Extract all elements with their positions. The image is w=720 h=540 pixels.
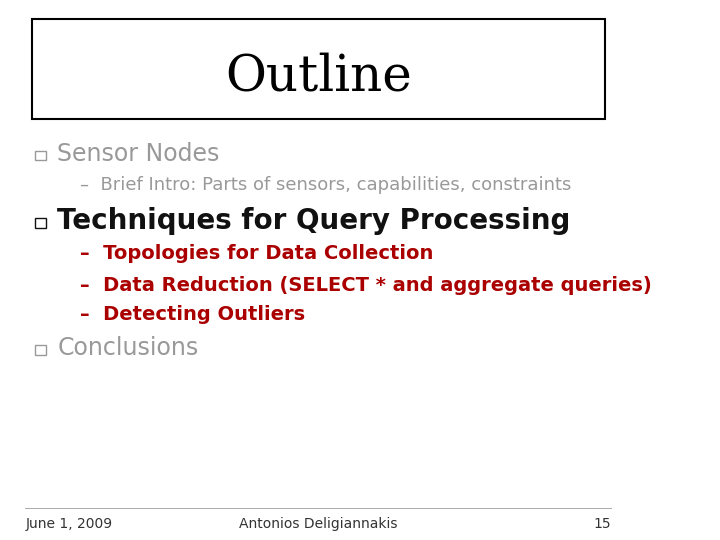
Text: Outline: Outline [225, 52, 412, 102]
Text: Sensor Nodes: Sensor Nodes [58, 142, 220, 166]
FancyBboxPatch shape [35, 218, 47, 228]
FancyBboxPatch shape [35, 345, 47, 355]
Text: –  Data Reduction (SELECT * and aggregate queries): – Data Reduction (SELECT * and aggregate… [80, 275, 652, 295]
Text: –  Detecting Outliers: – Detecting Outliers [80, 305, 305, 324]
Text: 15: 15 [593, 517, 611, 531]
Text: –  Brief Intro: Parts of sensors, capabilities, constraints: – Brief Intro: Parts of sensors, capabil… [80, 176, 571, 194]
Text: Techniques for Query Processing: Techniques for Query Processing [58, 207, 571, 235]
FancyBboxPatch shape [32, 19, 605, 119]
FancyBboxPatch shape [35, 151, 47, 160]
Text: –  Topologies for Data Collection: – Topologies for Data Collection [80, 244, 433, 264]
Text: June 1, 2009: June 1, 2009 [25, 517, 112, 531]
Text: Conclusions: Conclusions [58, 336, 199, 360]
Text: Antonios Deligiannakis: Antonios Deligiannakis [239, 517, 397, 531]
